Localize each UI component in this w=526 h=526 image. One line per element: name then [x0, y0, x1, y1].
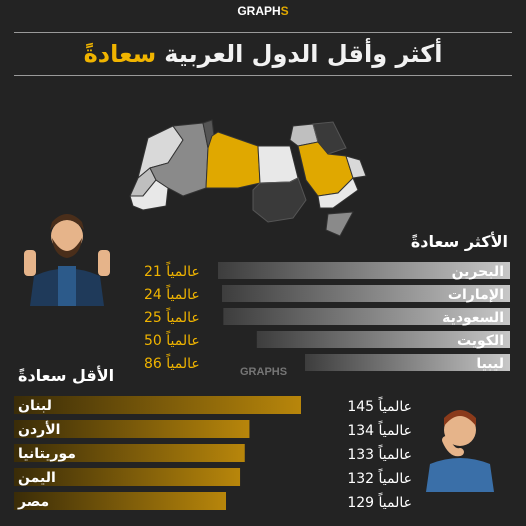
bottom-bar-label-1: لبنان	[18, 398, 52, 414]
most-happy-title: الأكثر سعادةً	[410, 232, 508, 251]
top-bar-3	[223, 308, 510, 325]
watermark-mark: S	[279, 366, 288, 378]
bottom-bar-label-4: اليمن	[18, 470, 56, 486]
top-bar-value-1: 21 عالمياً	[144, 261, 200, 280]
bottom-bar-label-5: مصر	[17, 494, 49, 510]
bottom-bar-value-5: عالمياً 129	[347, 492, 412, 511]
watermark: GRAPHS	[240, 366, 287, 378]
bottom-bar-1	[14, 396, 301, 414]
bottom-bar-label-3: موريتانيا	[18, 446, 76, 462]
top-bar-label-4: الكويت	[457, 333, 504, 349]
map-mauritania	[129, 179, 169, 211]
top-bar-label-2: الإمارات	[448, 287, 504, 303]
top-bar-2	[222, 285, 510, 302]
page-title-highlight: سعادةً	[83, 40, 157, 68]
top-bar-value-3: 25 عالمياً	[144, 307, 200, 326]
top-bar-5	[305, 354, 510, 371]
map-gulf	[345, 155, 367, 179]
map-somalia	[325, 211, 354, 237]
bottom-bar-4	[14, 468, 241, 486]
brand-logo-text: GRAPH	[237, 4, 281, 18]
top-bar-value-2: 24 عالمياً	[144, 284, 200, 303]
map-sudan	[252, 177, 307, 223]
top-bar-4	[256, 331, 510, 348]
top-bar-label-1: البحرين	[452, 264, 504, 280]
brand-logo-mark: S	[280, 4, 289, 18]
map-yemen	[317, 177, 359, 209]
top-bar-1	[218, 262, 510, 279]
bottom-bar-value-4: عالمياً 132	[347, 468, 412, 487]
page-title: أكثر وأقل الدول العربية سعادةً	[14, 32, 512, 76]
top-bar-value-4: 50 عالمياً	[144, 330, 200, 349]
bottom-bar-value-2: عالمياً 134	[347, 420, 412, 439]
watermark-text: GRAPH	[240, 366, 280, 378]
brand-logo: GRAPHS	[0, 4, 526, 18]
bottom-bar-value-1: عالمياً 145	[347, 396, 412, 415]
bottom-bar-value-3: عالمياً 133	[347, 444, 412, 463]
map-libya	[205, 131, 261, 189]
arab-world-map	[129, 119, 367, 237]
sad-man-thinking-icon	[426, 410, 494, 492]
map-iraq	[312, 121, 347, 155]
top-bar-label-5: ليبيا	[476, 356, 504, 372]
page-title-main: أكثر وأقل الدول العربية	[164, 40, 443, 68]
bottom-bar-3	[14, 444, 245, 462]
bottom-bar-2	[14, 420, 250, 438]
top-bar-label-3: السعودية	[442, 310, 504, 326]
top-bar-value-5: 86 عالمياً	[144, 353, 200, 372]
bottom-bar-label-2: الأردن	[18, 421, 60, 438]
bottom-bar-5	[14, 492, 226, 510]
least-happy-title: الأقل سعادةً	[18, 366, 115, 385]
happy-man-thumbs-up-icon	[24, 214, 110, 306]
